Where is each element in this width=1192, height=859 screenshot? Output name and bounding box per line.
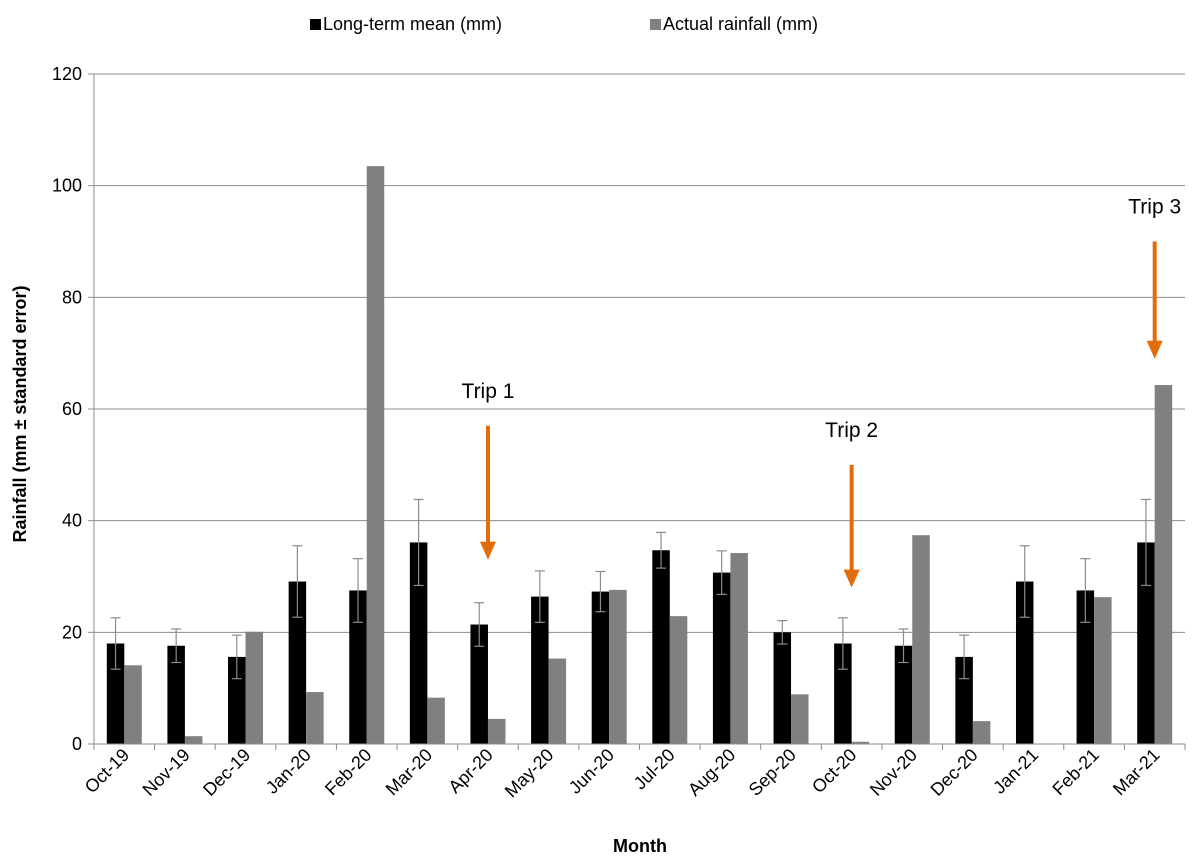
bar-long-term-mean	[591, 591, 610, 744]
error-bars	[110, 498, 1151, 680]
bar-long-term-mean	[894, 645, 913, 744]
bar-long-term-mean	[712, 572, 731, 744]
gridlines	[94, 73, 1185, 633]
x-tick-label: Dec-20	[927, 745, 982, 800]
y-axis-ticks: 0 20 40 60 80 100 120	[52, 64, 94, 754]
x-tick-label: Jan-20	[262, 745, 315, 798]
bar-actual-rainfall	[972, 721, 991, 744]
bar-actual-rainfall	[124, 665, 142, 744]
legend-label-long-term-mean: Long-term mean (mm)	[323, 14, 502, 34]
x-tick-label: Sep-20	[745, 745, 800, 800]
x-tick-label: Jul-20	[630, 745, 679, 794]
bar-long-term-mean	[288, 581, 307, 744]
trip-arrow-head	[1146, 340, 1163, 359]
x-tick-label: Nov-19	[139, 745, 194, 800]
bar-long-term-mean	[531, 596, 549, 744]
bar-actual-rainfall	[427, 697, 445, 744]
bar-long-term-mean	[167, 645, 185, 744]
y-tick-label: 60	[62, 399, 82, 419]
bar-actual-rainfall	[851, 741, 870, 744]
x-tick-label: Feb-21	[1048, 745, 1102, 799]
y-tick-label: 0	[72, 734, 82, 754]
x-tick-label: May-20	[501, 745, 558, 802]
bar-long-term-mean	[652, 550, 670, 744]
x-tick-label: Aug-20	[684, 745, 739, 800]
bars	[106, 166, 1173, 744]
x-tick-label: Jan-21	[989, 745, 1042, 798]
x-tick-label: Jun-20	[565, 745, 618, 798]
bar-long-term-mean	[470, 624, 488, 744]
legend-swatch-actual-rainfall	[650, 19, 661, 30]
bar-long-term-mean	[773, 632, 792, 744]
bar-actual-rainfall	[791, 694, 809, 744]
trip-arrow-head	[479, 541, 496, 560]
y-tick-label: 80	[62, 287, 82, 307]
bar-actual-rainfall	[306, 692, 324, 744]
y-tick-label: 100	[52, 176, 82, 196]
bar-long-term-mean	[1015, 581, 1034, 744]
x-tick-label: Feb-20	[321, 745, 375, 799]
trip-arrow-head	[843, 569, 860, 588]
y-tick-label: 120	[52, 64, 82, 84]
trip-label: Trip 3	[1128, 196, 1181, 219]
bar-long-term-mean	[409, 542, 428, 744]
legend: Long-term mean (mm) Actual rainfall (mm)	[310, 14, 818, 34]
trip-label: Trip 1	[462, 380, 515, 403]
bar-actual-rainfall	[1094, 597, 1112, 744]
legend-label-actual-rainfall: Actual rainfall (mm)	[663, 14, 818, 34]
x-tick-label: Mar-21	[1109, 745, 1163, 799]
x-tick-label: Oct-19	[81, 745, 133, 797]
bar-actual-rainfall	[245, 631, 264, 744]
trip-annotations: Trip 1 Trip 2 Trip 3	[462, 196, 1181, 588]
y-tick-label: 20	[62, 622, 82, 642]
y-axis-title: Rainfall (mm ± standard error)	[10, 286, 30, 543]
bar-actual-rainfall	[1154, 384, 1173, 744]
bar-actual-rainfall	[912, 535, 930, 744]
x-tick-label: Dec-19	[199, 745, 254, 800]
bar-actual-rainfall	[184, 736, 203, 744]
x-tick-label: Mar-20	[382, 745, 436, 799]
bar-actual-rainfall	[730, 553, 748, 744]
trip-label: Trip 2	[825, 419, 878, 442]
bar-actual-rainfall	[548, 658, 567, 744]
bar-actual-rainfall	[669, 616, 688, 744]
x-axis-ticks: Oct-19 Nov-19 Dec-19 Jan-20 Feb-20 Mar-20 Apr-…	[81, 744, 1186, 802]
legend-swatch-long-term-mean	[310, 19, 321, 30]
x-tick-label: Apr-20	[444, 745, 496, 797]
x-axis-title: Month	[613, 836, 667, 856]
bar-actual-rainfall	[487, 718, 506, 744]
bar-long-term-mean	[1137, 542, 1155, 744]
bar-actual-rainfall	[366, 166, 385, 744]
y-tick-label: 40	[62, 511, 82, 531]
x-tick-label: Oct-20	[808, 745, 860, 797]
bar-actual-rainfall	[609, 589, 627, 744]
x-tick-label: Nov-20	[866, 745, 921, 800]
bar-long-term-mean	[349, 590, 367, 744]
bar-long-term-mean	[1076, 590, 1095, 744]
